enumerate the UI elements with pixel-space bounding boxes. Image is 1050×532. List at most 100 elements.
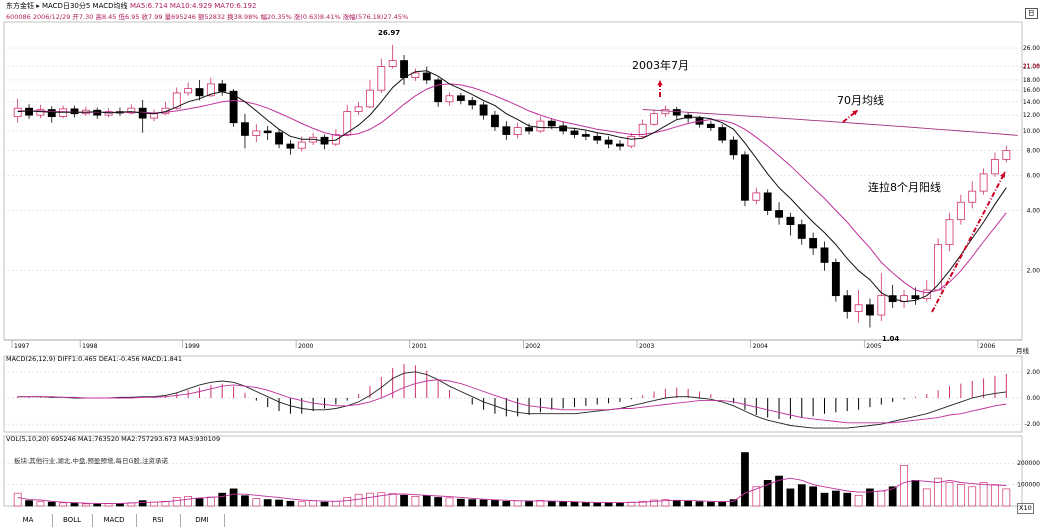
volume-bar xyxy=(400,494,408,507)
volume-bar xyxy=(911,479,920,507)
candle-body xyxy=(286,143,295,149)
price-tick-label: 21.00 xyxy=(1023,64,1040,71)
volume-bar xyxy=(241,495,249,507)
year-label: 1997 xyxy=(14,343,29,350)
volume-bar xyxy=(900,465,908,507)
candle-body xyxy=(331,134,340,145)
candle-body xyxy=(161,107,170,115)
candle-body xyxy=(218,83,227,92)
candle-body xyxy=(945,219,954,246)
candle-body xyxy=(354,106,363,113)
candle-body xyxy=(422,72,431,81)
volume-bar xyxy=(843,492,852,507)
volume-bar xyxy=(775,475,783,507)
volume-bar xyxy=(218,492,227,507)
volume-bar xyxy=(468,499,477,507)
year-label: 1998 xyxy=(82,343,97,350)
candle-body xyxy=(559,125,568,132)
candle-body xyxy=(650,113,658,125)
candle-body xyxy=(13,107,22,118)
volume-unit: X10 xyxy=(1017,503,1034,514)
candle-body xyxy=(786,216,795,226)
tab-rsi[interactable]: RSI xyxy=(136,514,181,527)
year-label: 2003 xyxy=(639,343,654,350)
candle-body xyxy=(366,89,374,108)
candle-body xyxy=(911,295,920,299)
year-label: 1999 xyxy=(184,343,199,350)
tab-macd[interactable]: MACD xyxy=(92,514,137,527)
volume-bar xyxy=(616,502,624,507)
ma70-line xyxy=(642,109,1018,136)
corner-button[interactable]: 日 xyxy=(1025,8,1038,19)
candle-body xyxy=(468,100,477,106)
price-tick-label: 4.00 xyxy=(1027,208,1041,215)
candle-body xyxy=(479,104,488,116)
candle-body xyxy=(229,90,238,124)
candle-body xyxy=(241,122,249,136)
volume-bar xyxy=(581,502,590,507)
candle-body xyxy=(536,120,545,132)
volume-bar xyxy=(786,488,795,507)
candle-body xyxy=(388,60,397,67)
candle-body xyxy=(411,72,420,78)
candle-body xyxy=(491,114,499,128)
tab-boll[interactable]: BOLL xyxy=(52,514,93,527)
macd-header: MACD(26,12,9) DIFF1:0.465 DEA1:-0.456 MA… xyxy=(6,355,183,363)
volume-bar xyxy=(263,499,272,507)
price-axis-caption: 月线 xyxy=(1016,347,1029,355)
volume-bar xyxy=(661,499,670,507)
tab-dmi[interactable]: DMI xyxy=(180,514,225,527)
volume-bar xyxy=(888,486,897,507)
volume-bar xyxy=(93,503,102,507)
candle-body xyxy=(127,107,136,114)
candle-body xyxy=(820,247,829,263)
volume-bar xyxy=(979,482,988,507)
tab-ma[interactable]: MA xyxy=(4,514,53,527)
volume-bar xyxy=(877,490,886,507)
price-tick-label: 8.00 xyxy=(1027,147,1041,154)
candle-body xyxy=(275,132,283,145)
price-tick-label: 18.00 xyxy=(1023,77,1040,84)
candle-body xyxy=(956,201,965,221)
volume-bar xyxy=(809,486,818,507)
candle-body xyxy=(513,127,522,135)
candle-body xyxy=(252,130,261,136)
volume-tick-label: 100000 xyxy=(1017,482,1040,489)
candle-body xyxy=(263,130,272,134)
candle-body xyxy=(968,190,977,203)
arrow-rise xyxy=(931,171,1006,313)
arrow-ma70-head xyxy=(852,110,858,116)
quote-line: 600086 2006/12/29 开7.30 高8.45 低6.95 收7.9… xyxy=(6,13,409,21)
candle-body xyxy=(831,262,840,297)
volume-tick-label: 200000 xyxy=(1017,460,1040,467)
volume-bar xyxy=(991,484,999,507)
price-tick-label: 6.00 xyxy=(1027,172,1041,179)
candle-body xyxy=(763,192,772,211)
ma-values: MA5:6.714 MA10:4.929 MA70:6.192 xyxy=(130,2,257,10)
volume-bar xyxy=(922,488,931,507)
volume-bar xyxy=(172,497,181,507)
candle-body xyxy=(729,139,738,156)
volume-bar xyxy=(422,495,431,507)
candle-body xyxy=(195,88,204,97)
candle-body xyxy=(36,109,45,116)
sector-note: 板块:其他行业,湖北,中盘,预盈预增,每日G股,注资承诺 xyxy=(14,457,169,465)
year-label: 2004 xyxy=(753,343,768,350)
candle-body xyxy=(866,304,874,316)
macd-panel xyxy=(3,355,1023,433)
candle-body xyxy=(377,66,386,91)
year-label: 2002 xyxy=(525,343,540,350)
volume-bar xyxy=(593,502,602,507)
volume-bar xyxy=(81,503,90,507)
price-tick-highlight: 21.08 xyxy=(1023,63,1040,70)
candle-body xyxy=(343,111,352,135)
year-label: 2000 xyxy=(298,343,313,350)
candle-body xyxy=(741,154,749,201)
volume-bar xyxy=(831,490,840,507)
volume-bar xyxy=(36,501,45,507)
candle-body xyxy=(581,134,590,137)
volume-bar xyxy=(513,500,522,507)
macd-diff-line xyxy=(17,371,1007,429)
volume-bar xyxy=(445,497,454,507)
volume-bar xyxy=(479,499,488,507)
